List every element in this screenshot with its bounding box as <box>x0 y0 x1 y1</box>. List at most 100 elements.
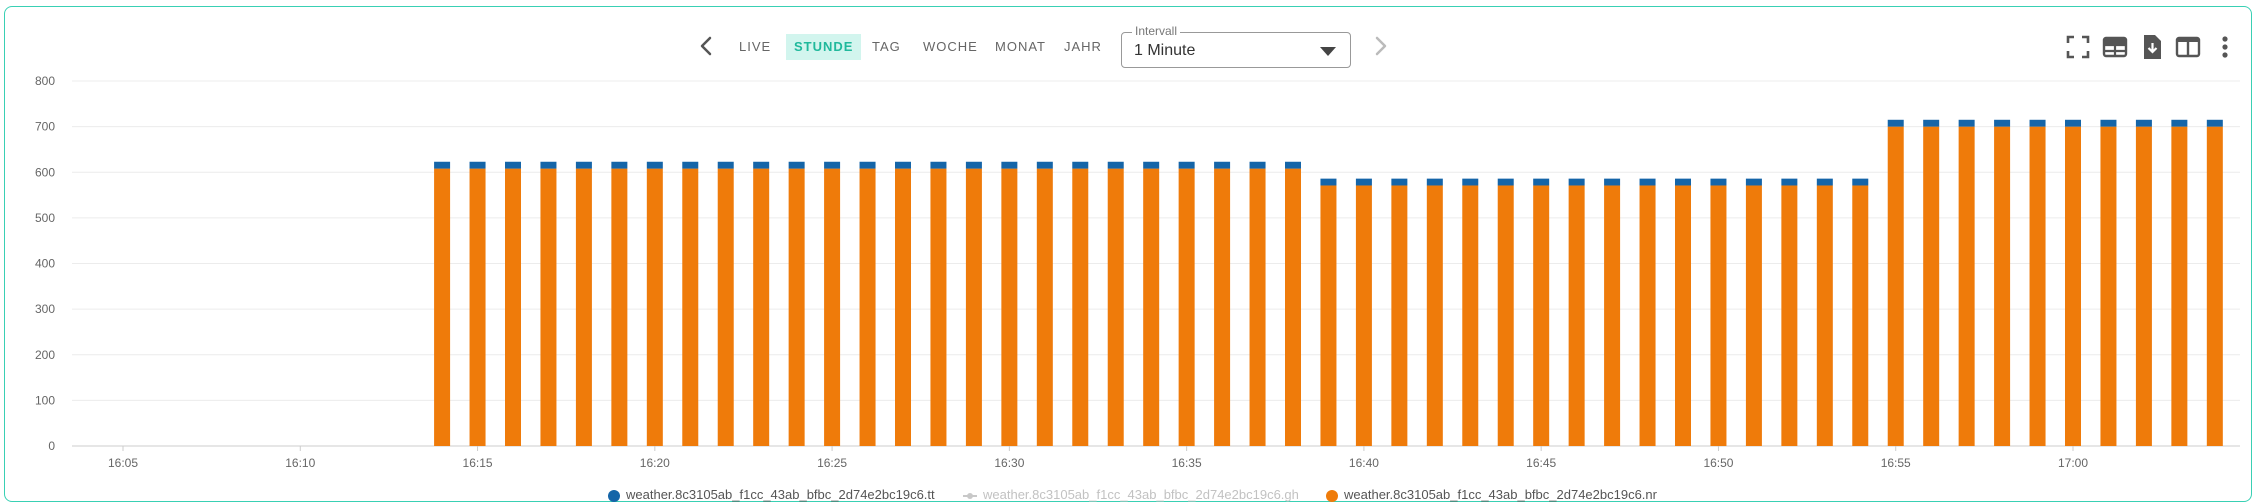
bar-tt <box>824 161 841 169</box>
bar-nr <box>469 168 486 446</box>
tab-live[interactable]: LIVE <box>739 39 772 54</box>
y-tick-label: 800 <box>35 74 55 88</box>
bar-nr <box>1816 185 1833 446</box>
bar-tt <box>1745 178 1762 186</box>
bar-nr <box>859 168 876 446</box>
bar-tt <box>788 161 805 169</box>
bar-tt <box>1994 119 2011 127</box>
prev-arrow-icon[interactable] <box>693 32 721 60</box>
x-tick-label: 16:35 <box>1172 456 1202 470</box>
bar-nr <box>646 168 663 446</box>
interval-value: 1 Minute <box>1134 42 1196 59</box>
bar-nr <box>540 168 557 446</box>
chevron-down-icon <box>1320 47 1336 56</box>
bar-nr <box>965 168 982 446</box>
bar-nr <box>1036 168 1053 446</box>
bar-nr <box>1994 126 2011 446</box>
legend-label-gh: weather.8c3105ab_f1cc_43ab_bfbc_2d74e2bc… <box>983 487 1299 502</box>
bar-tt <box>646 161 663 169</box>
bar-tt <box>1533 178 1550 186</box>
bar-nr <box>1675 185 1691 446</box>
x-tick-label: 16:20 <box>640 456 670 470</box>
x-tick-label: 16:55 <box>1881 456 1911 470</box>
legend-item-gh[interactable]: weather.8c3105ab_f1cc_43ab_bfbc_2d74e2bc… <box>963 486 1299 504</box>
legend-item-nr[interactable]: weather.8c3105ab_f1cc_43ab_bfbc_2d74e2bc… <box>1326 486 1657 504</box>
bar-tt <box>1710 178 1727 186</box>
bar-tt <box>1462 178 1479 186</box>
bar-nr <box>930 168 947 446</box>
legend-label-tt: weather.8c3105ab_f1cc_43ab_bfbc_2d74e2bc… <box>626 487 935 502</box>
legend-label-nr: weather.8c3105ab_f1cc_43ab_bfbc_2d74e2bc… <box>1344 487 1657 502</box>
x-tick-label: 17:00 <box>2058 456 2088 470</box>
y-tick-label: 200 <box>35 348 55 362</box>
legend-dot-icon <box>608 489 620 502</box>
bar-nr <box>2100 126 2117 446</box>
bar-nr <box>1887 126 1904 446</box>
legend-line-dot-icon <box>963 490 977 502</box>
bar-nr <box>1923 126 1940 446</box>
bar-nr <box>505 168 521 446</box>
stacked-bar-chart: 0 100 200 300 400 500 600 700 800 16:05 16:10 16:15… <box>35 74 2240 470</box>
bar-tt <box>1355 178 1372 186</box>
bar-nr <box>1568 185 1585 446</box>
bar-tt <box>1249 161 1266 169</box>
fullscreen-icon[interactable] <box>2063 32 2093 62</box>
bar-nr <box>1001 168 1018 446</box>
table-icon[interactable] <box>2100 32 2130 62</box>
bar-tt <box>859 161 876 169</box>
bar-nr <box>1355 185 1372 446</box>
bar-nr <box>1178 168 1195 446</box>
bar-nr <box>895 168 911 446</box>
bar-tt <box>965 161 982 169</box>
bar-tt <box>1285 161 1301 169</box>
bar-nr <box>824 168 841 446</box>
bar-tt <box>682 161 699 169</box>
bar-tt <box>611 161 628 169</box>
bar-tt <box>1320 178 1337 186</box>
chart-card <box>4 6 2252 502</box>
bar-nr <box>1462 185 1479 446</box>
bar-tt <box>2065 119 2081 127</box>
bar-tt <box>1887 119 1904 127</box>
legend-item-tt[interactable]: weather.8c3105ab_f1cc_43ab_bfbc_2d74e2bc… <box>608 486 935 504</box>
bar-tt <box>2171 119 2188 127</box>
bar-nr <box>1745 185 1762 446</box>
bar-nr <box>2171 126 2188 446</box>
x-tick-label: 16:30 <box>994 456 1024 470</box>
bar-nr <box>1143 168 1160 446</box>
bar-nr <box>1533 185 1550 446</box>
chart-toolbar: LIVE STUNDE TAG WOCHE MONAT JAHR Interva… <box>0 20 2257 72</box>
x-tick-label: 16:10 <box>285 456 315 470</box>
more-vertical-icon[interactable] <box>2210 32 2240 62</box>
split-view-icon[interactable] <box>2173 32 2203 62</box>
bar-nr <box>1852 185 1869 446</box>
next-arrow-icon[interactable] <box>1366 32 1394 60</box>
y-tick-label: 400 <box>35 257 55 271</box>
interval-select[interactable]: Intervall 1 Minute <box>1121 24 1351 68</box>
bar-tt <box>1781 178 1798 186</box>
bar-tt <box>1178 161 1195 169</box>
bar-nr <box>788 168 805 446</box>
bar-nr <box>717 168 734 446</box>
tab-woche[interactable]: WOCHE <box>923 39 978 54</box>
bar-tt <box>717 161 734 169</box>
download-icon[interactable] <box>2137 32 2167 62</box>
bar-nr <box>1497 185 1514 446</box>
bar-nr <box>1285 168 1301 446</box>
bar-nr <box>682 168 699 446</box>
chart-legend: weather.8c3105ab_f1cc_43ab_bfbc_2d74e2bc… <box>0 486 2257 504</box>
bar-tt <box>1958 119 1975 127</box>
tab-tag[interactable]: TAG <box>872 39 901 54</box>
bar-tt <box>540 161 557 169</box>
x-tick-label: 16:40 <box>1349 456 1379 470</box>
tab-monat[interactable]: MONAT <box>995 39 1046 54</box>
y-tick-label: 700 <box>35 120 55 134</box>
tab-jahr[interactable]: JAHR <box>1064 39 1102 54</box>
tab-stunde[interactable]: STUNDE <box>786 34 862 60</box>
bar-tt <box>1036 161 1053 169</box>
bar-nr <box>1320 185 1337 446</box>
x-tick-label: 16:05 <box>108 456 138 470</box>
bar-tt <box>2135 119 2152 127</box>
bar-tt <box>1001 161 1018 169</box>
bar-tt <box>434 161 451 169</box>
